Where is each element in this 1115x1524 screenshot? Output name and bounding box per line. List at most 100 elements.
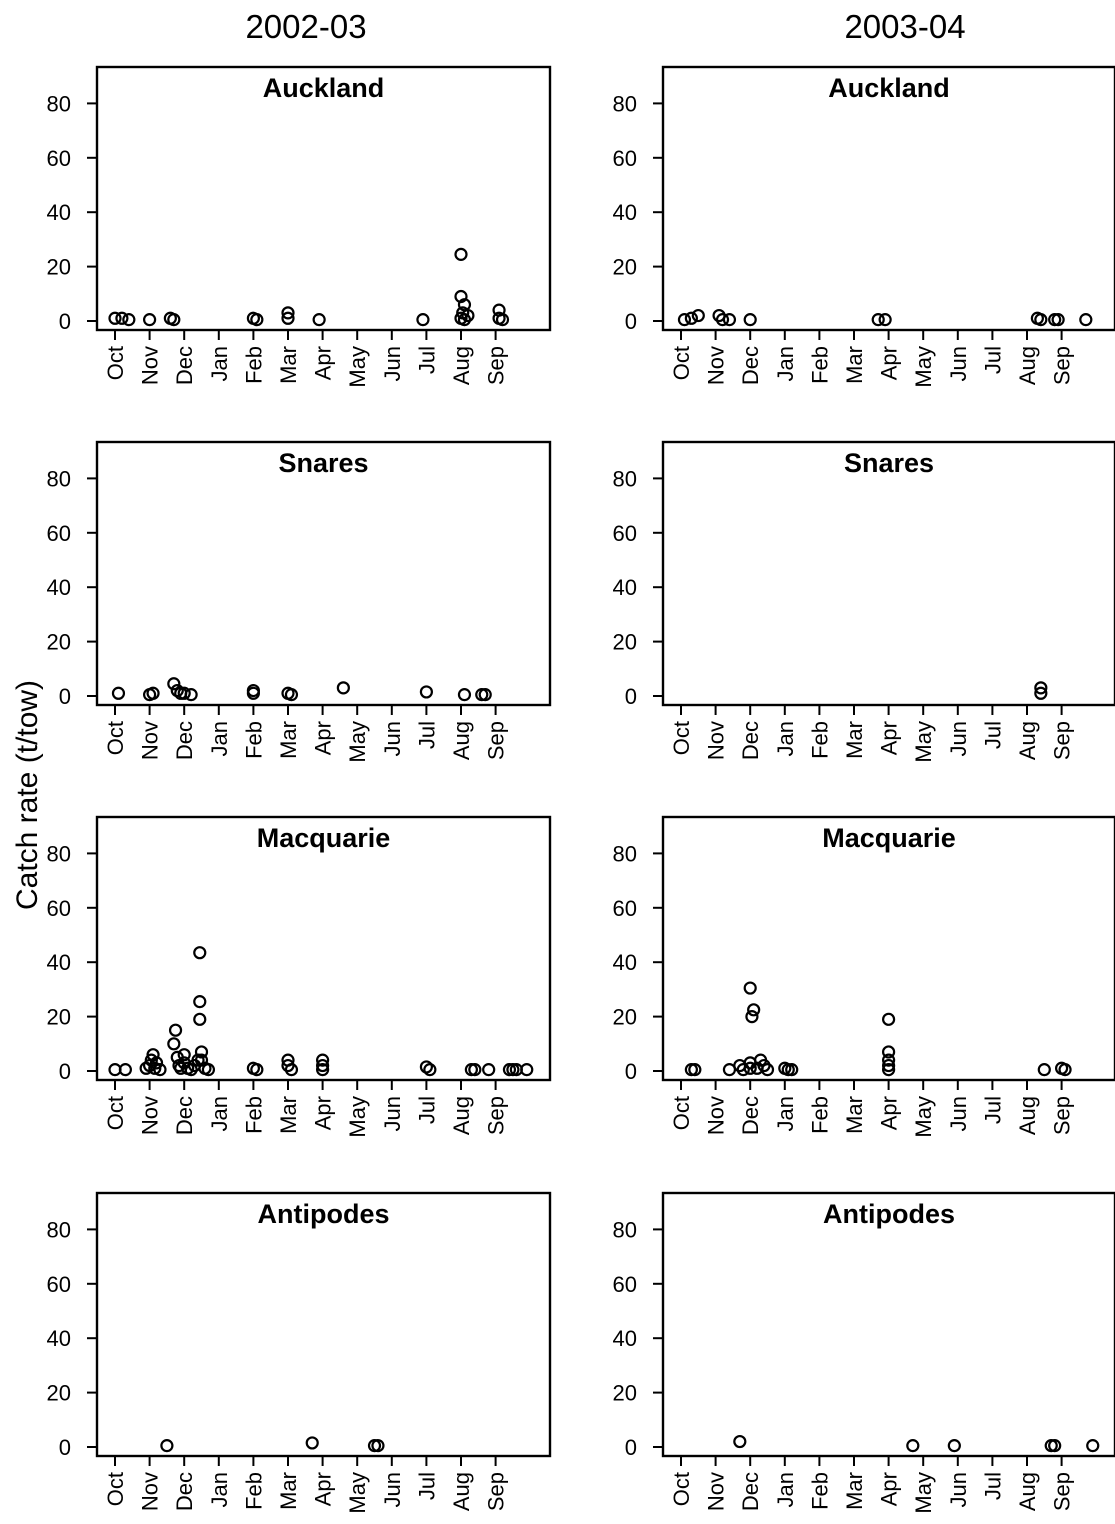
data-point [881,1045,896,1059]
x-tick-label: Dec [738,721,763,760]
y-tick-label: 60 [613,146,637,171]
x-tick-label: Feb [241,346,266,384]
data-point [336,681,350,695]
y-tick-label: 0 [625,1435,637,1460]
x-tick-label: Jun [946,721,971,756]
data-point [881,1058,896,1073]
x-tick-label: Sep [484,1096,509,1135]
panel-title: Snares [278,448,368,478]
data-point [193,995,207,1009]
y-tick-label: 60 [613,896,637,921]
data-point [246,686,260,700]
x-tick-label: Aug [449,721,474,760]
x-tick-label: Apr [877,346,902,380]
y-tick-label: 40 [47,200,71,225]
y-tick-label: 0 [59,309,71,334]
x-tick-label: Sep [1050,1472,1075,1511]
data-point [193,1012,207,1026]
panel-title: Auckland [263,73,385,103]
data-point [468,1063,482,1077]
y-tick-label: 0 [59,684,71,709]
x-tick-label: Feb [807,1096,832,1134]
data-point [1086,1439,1100,1453]
data-point [305,1436,319,1450]
x-tick-label: Nov [138,1472,163,1511]
x-tick-label: Nov [704,1472,729,1511]
panel-title: Auckland [828,73,950,103]
x-tick-label: Mar [276,721,301,759]
data-point [743,1061,757,1075]
data-point [785,1063,799,1077]
y-tick-label: 0 [59,1435,71,1460]
x-tick-label: Jun [380,1096,405,1131]
data-point [878,313,892,327]
y-tick-label: 60 [47,146,71,171]
data-point [143,313,157,327]
data-point [482,1063,496,1077]
x-tick-label: Sep [1050,346,1075,385]
y-tick-label: 40 [613,950,637,975]
x-tick-label: Sep [484,346,509,385]
x-tick-label: Jul [980,721,1005,749]
data-point [108,311,122,325]
x-tick-label: Oct [669,346,694,380]
panel-frame [661,65,1115,332]
panel-auckland-2002-03: Auckland 0 20 40 60 80 Oct Nov Dec Jan Feb Mar Apr Ma… [47,65,552,388]
x-tick-label: Dec [738,346,763,385]
x-tick-label: Jan [773,721,798,756]
x-tick-label: Apr [877,721,902,755]
panel-frame [661,440,1115,707]
x-tick-label: Apr [877,1472,902,1506]
data-point [416,313,430,327]
x-tick-label: Apr [311,346,336,380]
data-point [1051,313,1065,327]
data-point [1048,1439,1062,1453]
data-point [201,1063,216,1077]
x-tick-label: Dec [172,721,197,760]
data-point [871,313,885,327]
data-point [881,1063,896,1077]
x-tick-label: Nov [138,1096,163,1135]
x-tick-label: Jul [414,1472,439,1500]
data-point [177,686,191,700]
x-tick-label: Jan [207,721,232,756]
data-point [146,1048,160,1062]
data-point [947,1439,961,1453]
y-tick-label: 40 [47,575,71,600]
data-point [281,306,295,320]
column-title-left: 2002-03 [245,8,366,45]
data-point [250,313,264,327]
data-point [250,1063,264,1077]
y-tick-label: 80 [613,466,637,491]
x-tick-label: Oct [103,1096,128,1130]
x-tick-label: Apr [311,1472,336,1506]
data-point [691,308,705,323]
x-tick-label: Mar [276,1472,301,1510]
x-tick-label: May [911,1472,936,1514]
data-point [167,313,181,327]
x-tick-label: Oct [103,1472,128,1506]
y-tick-label: 60 [613,521,637,546]
data-point [177,1048,191,1062]
y-tick-label: 60 [613,1272,637,1297]
data-point [881,1053,896,1067]
data-point [168,1023,183,1037]
x-tick-label: Oct [103,721,128,755]
data-point [281,311,295,325]
x-tick-label: Oct [669,1096,694,1130]
x-tick-label: Feb [241,1472,266,1510]
panel-title: Snares [844,448,934,478]
data-point [284,1063,299,1077]
data-point [736,1063,750,1077]
y-axis-label: Catch rate (t/tow) [11,680,44,910]
x-tick-label: Jan [207,346,232,381]
panel-frame [95,440,552,707]
panel-title: Macquarie [822,823,956,853]
x-tick-label: Jun [380,346,405,381]
panel-auckland-2003-04: Auckland 0 20 40 60 80 Oct Nov Dec Jan Feb Mar Apr Ma… [613,65,1115,388]
x-tick-label: Nov [704,1096,729,1135]
x-tick-label: Aug [1015,1096,1040,1135]
data-point [760,1063,775,1077]
column-title-right: 2003-04 [844,8,965,45]
